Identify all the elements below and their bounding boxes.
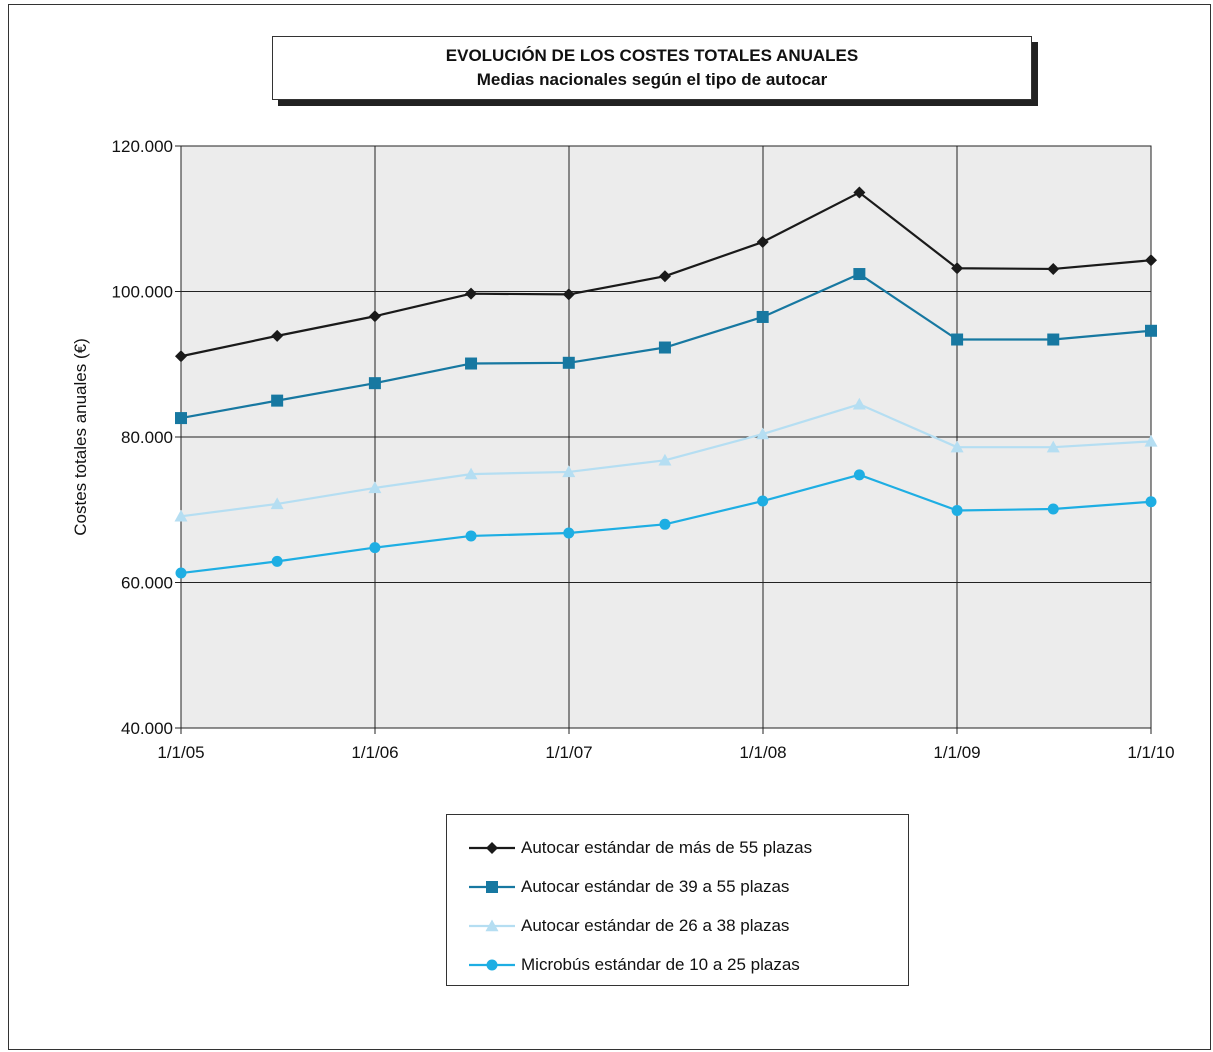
data-point: [1047, 333, 1060, 346]
data-point: [562, 356, 575, 369]
data-point: [756, 427, 770, 440]
data-point: [562, 465, 576, 478]
data-point: [175, 350, 187, 363]
series-1: [175, 186, 1157, 363]
data-point: [756, 310, 769, 323]
series-2: [175, 268, 1157, 425]
data-point: [368, 481, 382, 494]
chart-title: EVOLUCIÓN DE LOS COSTES TOTALES ANUALES: [445, 46, 859, 65]
legend: Autocar estándar de más de 55 plazas Auto…: [446, 814, 909, 986]
data-point: [1047, 503, 1059, 515]
data-point: [950, 440, 964, 453]
y-axis-title: Costes totales anuales (€): [71, 338, 90, 536]
legend-label: Autocar estándar de más de 55 plazas: [521, 838, 813, 857]
data-point: [563, 527, 575, 539]
y-tick-label: 40.000: [121, 719, 173, 738]
legend-item: Autocar estándar de 26 a 38 plazas: [467, 911, 789, 941]
data-point: [1046, 440, 1060, 453]
data-point: [368, 310, 381, 323]
series-3: [174, 397, 1158, 522]
data-point: [951, 504, 963, 516]
data-point: [174, 509, 188, 522]
data-point: [465, 357, 478, 370]
title-box: EVOLUCIÓN DE LOS COSTES TOTALES ANUALES …: [272, 36, 1032, 100]
y-tick-label: 120.000: [112, 137, 173, 156]
tick-labels: 40.000 60.000 80.000 100.000 120.000 1/1/05 1/…: [112, 137, 1175, 762]
data-point: [853, 469, 865, 481]
data-point: [1047, 262, 1060, 275]
x-tick-label: 1/1/05: [157, 743, 204, 762]
data-point: [951, 333, 964, 346]
legend-item: Autocar estándar de más de 55 plazas: [467, 833, 812, 863]
data-point: [658, 270, 671, 283]
legend-label: Microbús estándar de 10 a 25 plazas: [521, 955, 800, 974]
legend-item: Microbús estándar de 10 a 25 plazas: [467, 950, 800, 980]
data-point: [1144, 434, 1158, 447]
data-point: [175, 567, 187, 579]
series-4: [175, 469, 1157, 579]
legend-swatch: [469, 842, 515, 854]
x-tick-label: 1/1/09: [933, 743, 980, 762]
x-tick-label: 1/1/10: [1127, 743, 1174, 762]
legend-swatch: [469, 881, 515, 893]
data-point: [368, 377, 381, 390]
data-point: [271, 329, 284, 342]
series-layer: [174, 186, 1158, 579]
legend-swatch: [469, 959, 515, 971]
grid-lines: [175, 145, 1152, 734]
x-tick-label: 1/1/08: [739, 743, 786, 762]
data-point: [1145, 324, 1157, 337]
data-point: [853, 268, 866, 281]
data-point: [756, 236, 769, 249]
data-point: [951, 262, 964, 275]
data-point: [464, 467, 478, 480]
data-point: [658, 341, 671, 354]
legend-label: Autocar estándar de 26 a 38 plazas: [521, 916, 790, 935]
data-point: [562, 288, 575, 301]
data-point: [369, 542, 381, 554]
y-tick-label: 80.000: [121, 428, 173, 447]
data-point: [852, 397, 866, 410]
data-point: [853, 186, 866, 199]
x-tick-label: 1/1/06: [351, 743, 398, 762]
data-point: [1145, 254, 1157, 267]
data-point: [465, 530, 477, 542]
data-point: [271, 394, 284, 407]
data-point: [659, 518, 671, 530]
data-point: [658, 453, 672, 466]
data-point: [270, 497, 284, 510]
data-point: [175, 412, 187, 425]
y-tick-label: 60.000: [121, 574, 173, 593]
legend-swatch: [469, 919, 515, 932]
data-point: [271, 555, 283, 567]
y-tick-label: 100.000: [112, 283, 173, 302]
x-tick-label: 1/1/07: [545, 743, 592, 762]
legend-label: Autocar estándar de 39 a 55 plazas: [521, 877, 790, 896]
data-point: [465, 287, 478, 300]
chart-subtitle: Medias nacionales según el tipo de autoc…: [476, 70, 828, 89]
data-point: [1145, 496, 1157, 508]
data-point: [757, 495, 769, 507]
legend-item: Autocar estándar de 39 a 55 plazas: [467, 872, 789, 902]
